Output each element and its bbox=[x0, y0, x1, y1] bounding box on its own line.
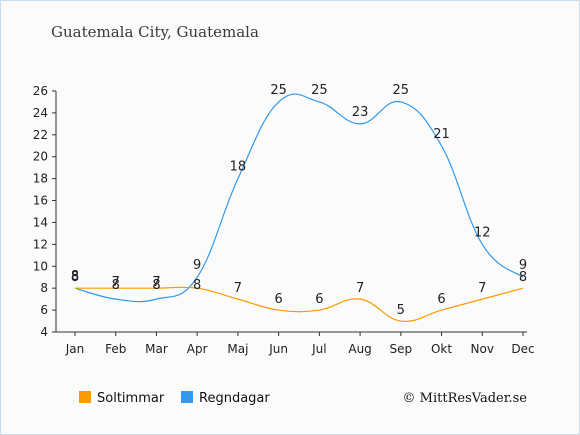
x-tick-label: Maj bbox=[227, 342, 248, 356]
y-tick-label: 22 bbox=[33, 128, 48, 142]
x-tick-label: Dec bbox=[511, 342, 534, 356]
data-label-regndagar: 9 bbox=[519, 258, 527, 273]
data-label-regndagar: 25 bbox=[311, 83, 328, 98]
data-label-regndagar: 23 bbox=[352, 105, 369, 120]
x-tick-label: Okt bbox=[431, 342, 452, 356]
y-tick-label: 24 bbox=[33, 106, 48, 120]
x-tick-label: Apr bbox=[187, 342, 208, 356]
y-tick-label: 14 bbox=[33, 215, 48, 229]
data-label-regndagar: 7 bbox=[112, 275, 120, 290]
x-tick-label: Aug bbox=[348, 342, 371, 356]
data-label-regndagar: 21 bbox=[433, 127, 450, 142]
series-line-soltimmar bbox=[74, 286, 524, 322]
y-tick-label: 12 bbox=[33, 237, 48, 251]
x-tick-label: Jun bbox=[268, 342, 288, 356]
chart-title: Guatemala City, Guatemala bbox=[51, 23, 259, 41]
data-label-regndagar: 12 bbox=[474, 225, 491, 240]
legend-swatch-soltimmar bbox=[79, 391, 91, 403]
data-label-soltimmar: 6 bbox=[437, 292, 445, 307]
legend-item-soltimmar: Soltimmar bbox=[79, 391, 164, 406]
y-tick-label: 10 bbox=[33, 259, 48, 273]
data-label-soltimmar: 7 bbox=[234, 281, 242, 296]
legend-label-soltimmar: Soltimmar bbox=[97, 391, 165, 406]
x-tick-label: Jan bbox=[65, 342, 85, 356]
data-label-soltimmar: 5 bbox=[397, 303, 405, 318]
copyright-notice: © MittResVader.se bbox=[402, 391, 527, 406]
x-tick-label: Jul bbox=[311, 342, 326, 356]
y-tick-label: 8 bbox=[40, 281, 48, 295]
y-tick-label: 20 bbox=[33, 150, 48, 164]
y-tick-label: 18 bbox=[33, 172, 48, 186]
y-tick-label: 16 bbox=[33, 194, 48, 208]
legend-label-regndagar: Regndagar bbox=[199, 391, 270, 406]
y-tick-label: 4 bbox=[40, 325, 48, 339]
data-label-soltimmar: 6 bbox=[315, 292, 323, 307]
legend-swatch-regndagar bbox=[181, 391, 193, 403]
data-label-soltimmar: 7 bbox=[356, 281, 364, 296]
y-tick-label: 26 bbox=[33, 84, 48, 98]
x-tick-label: Feb bbox=[105, 342, 126, 356]
data-label-soltimmar: 8 bbox=[112, 278, 120, 293]
data-label-soltimmar: 6 bbox=[274, 292, 282, 307]
data-label-regndagar: 25 bbox=[393, 83, 410, 98]
data-label-soltimmar: 8 bbox=[152, 278, 160, 293]
data-label-soltimmar: 8 bbox=[193, 278, 201, 293]
y-tick-label: 6 bbox=[40, 303, 48, 317]
data-label-soltimmar: 8 bbox=[71, 270, 79, 285]
x-tick-label: Mar bbox=[145, 342, 168, 356]
data-label-regndagar: 8 bbox=[71, 269, 79, 284]
x-tick-label: Nov bbox=[471, 342, 494, 356]
x-tick-label: Sep bbox=[390, 342, 413, 356]
data-label-soltimmar: 8 bbox=[519, 270, 527, 285]
data-label-soltimmar: 7 bbox=[478, 281, 486, 296]
data-label-regndagar: 18 bbox=[230, 160, 247, 175]
data-label-regndagar: 25 bbox=[270, 83, 287, 98]
series-line-regndagar bbox=[74, 93, 524, 303]
legend-item-regndagar: Regndagar bbox=[181, 391, 270, 406]
data-label-regndagar: 9 bbox=[193, 258, 201, 273]
data-label-regndagar: 7 bbox=[152, 275, 160, 290]
